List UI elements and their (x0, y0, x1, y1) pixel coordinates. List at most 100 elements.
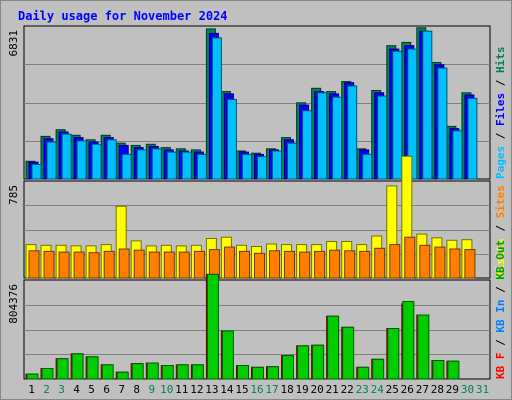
bar (432, 360, 445, 380)
bar (166, 151, 177, 180)
legend-entry: / (494, 333, 507, 353)
bar (362, 153, 373, 180)
bar (133, 249, 145, 279)
x-tick-label: 17 (265, 383, 278, 396)
legend-entry: / (494, 280, 507, 300)
bar (447, 360, 460, 380)
x-tick-label: 9 (148, 383, 155, 396)
bar (88, 252, 100, 279)
bar (31, 163, 42, 180)
bar (163, 251, 175, 279)
bar (193, 250, 205, 279)
bar (121, 153, 132, 180)
legend-entry: Hits (494, 47, 507, 74)
bar (242, 153, 252, 180)
x-tick-label: 1 (28, 383, 35, 396)
bar (449, 248, 461, 279)
bar (146, 362, 159, 380)
legend-entry: KB In (494, 300, 507, 333)
bar (208, 249, 220, 279)
bar (211, 37, 222, 180)
bar (464, 249, 476, 279)
bar (226, 99, 237, 180)
panel-3: 804376 KB F / KB In / KB Out (7, 240, 507, 380)
bar (359, 250, 371, 279)
bar (181, 151, 192, 180)
bar (196, 153, 207, 180)
bar (191, 364, 204, 380)
x-tick-label: 21 (326, 383, 339, 396)
x-tick-label: 18 (280, 383, 293, 396)
legend-entry: KB F (494, 353, 507, 380)
x-tick-label: 10 (160, 383, 173, 396)
bar (314, 250, 326, 279)
bar (402, 301, 415, 380)
bar (257, 156, 267, 180)
series-kb-out (26, 273, 460, 380)
x-tick-label: 27 (416, 383, 429, 396)
x-tick-label: 31 (476, 383, 489, 396)
chart-title: Daily usage for November 2024 (18, 9, 228, 23)
panel-1: 6831 Pages / Files / Hits (7, 25, 507, 180)
legend-entry: KB Out (494, 240, 507, 280)
bar (116, 371, 129, 380)
x-tick-label: 16 (250, 383, 263, 396)
bar (176, 364, 189, 380)
bar (56, 358, 69, 380)
bar (46, 141, 57, 180)
legend: Visits / Sites (494, 185, 507, 278)
bar (178, 251, 190, 279)
y-axis-max-label: 785 (7, 185, 20, 205)
bar (43, 250, 55, 279)
legend-entry: / (494, 126, 507, 146)
bar (272, 150, 282, 180)
x-tick-label: 24 (371, 383, 385, 396)
bar (282, 355, 294, 380)
bar (118, 248, 130, 279)
bar (26, 373, 39, 380)
bar (312, 344, 325, 380)
bar (239, 250, 250, 279)
bar (302, 110, 313, 180)
x-tick-label: 20 (310, 383, 323, 396)
bar (317, 92, 328, 180)
x-tick-label: 7 (118, 383, 125, 396)
legend-entry: / (494, 218, 507, 238)
bar (374, 247, 386, 279)
x-tick-label: 11 (175, 383, 188, 396)
bar (299, 251, 311, 279)
bar (254, 252, 265, 279)
bar (71, 353, 84, 380)
bar (103, 250, 115, 279)
bar (377, 95, 388, 180)
x-tick-label: 28 (431, 383, 444, 396)
bar (389, 244, 401, 279)
bar (344, 250, 356, 279)
bar (73, 251, 85, 279)
x-tick-label: 2 (43, 383, 50, 396)
bar (434, 246, 446, 279)
bar (101, 364, 114, 380)
legend-entry: Files (494, 93, 507, 126)
bar (332, 96, 343, 180)
bar (148, 251, 160, 279)
bar (387, 328, 400, 380)
bar (61, 133, 72, 180)
y-axis-max-label: 804376 (7, 284, 20, 324)
bar (28, 250, 40, 279)
bar (41, 368, 54, 380)
x-tick-label: 30 (461, 383, 474, 396)
x-tick-label: 26 (401, 383, 414, 396)
bar (269, 250, 280, 279)
bar (131, 363, 144, 380)
bar (161, 365, 174, 380)
panel-2: 785 Visits / Sites (7, 155, 507, 279)
x-tick-label: 23 (356, 383, 369, 396)
x-tick-label: 14 (220, 383, 234, 396)
bar (267, 366, 279, 380)
legend: KB F / KB In / KB Out (494, 240, 507, 379)
x-tick-label: 3 (58, 383, 65, 396)
series-pages (31, 30, 478, 180)
bar (223, 246, 235, 279)
